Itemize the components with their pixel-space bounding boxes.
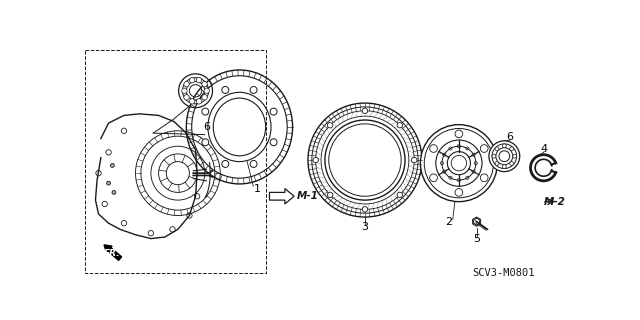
Circle shape — [313, 157, 318, 163]
Bar — [86, 50, 266, 273]
Circle shape — [397, 192, 403, 198]
FancyArrow shape — [104, 245, 122, 260]
Circle shape — [489, 141, 520, 172]
Circle shape — [250, 86, 257, 93]
Circle shape — [362, 207, 367, 212]
Circle shape — [429, 174, 437, 182]
Text: 6: 6 — [204, 122, 211, 132]
Polygon shape — [474, 218, 479, 225]
Circle shape — [196, 77, 202, 83]
Text: 3: 3 — [362, 222, 369, 232]
Circle shape — [397, 123, 403, 128]
Circle shape — [222, 86, 228, 93]
Text: SCV3-M0801: SCV3-M0801 — [472, 268, 535, 278]
Circle shape — [509, 162, 514, 165]
Circle shape — [308, 103, 422, 217]
Circle shape — [189, 99, 195, 104]
Circle shape — [189, 77, 195, 83]
Circle shape — [492, 154, 496, 158]
Circle shape — [270, 139, 277, 146]
Text: 2: 2 — [445, 217, 452, 227]
Text: M-1: M-1 — [297, 191, 319, 201]
Text: 6: 6 — [506, 132, 513, 142]
Circle shape — [495, 147, 499, 151]
Circle shape — [429, 145, 437, 152]
Circle shape — [502, 144, 506, 148]
Circle shape — [328, 123, 333, 128]
Circle shape — [222, 160, 228, 167]
Circle shape — [111, 164, 115, 167]
Text: 1: 1 — [253, 184, 260, 194]
Text: M-2: M-2 — [543, 196, 566, 207]
Circle shape — [513, 154, 516, 158]
Circle shape — [481, 145, 488, 152]
Circle shape — [502, 165, 506, 169]
Text: 5: 5 — [473, 234, 480, 244]
Circle shape — [112, 190, 116, 194]
Circle shape — [250, 160, 257, 167]
Circle shape — [202, 108, 209, 115]
Circle shape — [509, 147, 514, 151]
Circle shape — [202, 82, 207, 87]
Text: FR.: FR. — [104, 250, 121, 259]
Circle shape — [182, 88, 187, 93]
Circle shape — [455, 130, 463, 138]
Circle shape — [196, 99, 202, 104]
Circle shape — [204, 88, 209, 93]
Circle shape — [495, 162, 499, 165]
Circle shape — [107, 181, 111, 185]
Circle shape — [184, 82, 189, 87]
Circle shape — [420, 124, 497, 202]
Circle shape — [412, 157, 417, 163]
Text: 4: 4 — [541, 143, 548, 154]
Circle shape — [270, 108, 277, 115]
Circle shape — [184, 95, 189, 100]
Circle shape — [328, 192, 333, 198]
Circle shape — [202, 139, 209, 146]
Circle shape — [362, 108, 367, 114]
Circle shape — [202, 95, 207, 100]
Circle shape — [481, 174, 488, 182]
Circle shape — [455, 188, 463, 196]
